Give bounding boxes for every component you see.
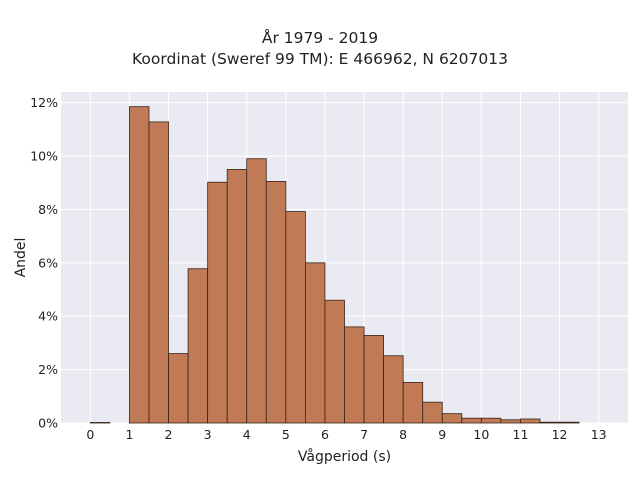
histogram-bar [461, 417, 482, 424]
x-tick-label: 8 [399, 427, 407, 442]
histogram-bar [500, 419, 521, 424]
x-tick-label: 4 [243, 427, 251, 442]
histogram-bar [539, 421, 560, 424]
y-tick-label: 6% [38, 255, 58, 270]
histogram-bar [148, 121, 169, 424]
y-tick-label: 4% [38, 309, 58, 324]
y-tick-label: 2% [38, 362, 58, 377]
x-tick-label: 0 [86, 427, 94, 442]
bars-group [89, 106, 580, 424]
chart-subtitle: Koordinat (Sweref 99 TM): E 466962, N 62… [132, 50, 508, 68]
histogram-bar [520, 418, 541, 424]
y-tick-label: 12% [30, 95, 58, 110]
y-tick-labels: 0% 2% 4% 6% 8% 10% 12% [30, 95, 58, 430]
histogram-bar [187, 268, 209, 424]
x-tick-label: 7 [360, 427, 368, 442]
x-tick-label: 5 [282, 427, 290, 442]
histogram-bar [207, 181, 228, 424]
histogram-bar [246, 158, 267, 424]
histogram-bar [402, 382, 424, 424]
chart-title: År 1979 - 2019 [261, 29, 379, 47]
x-tick-label: 2 [165, 427, 173, 442]
x-axis-label: Vågperiod (s) [298, 448, 391, 465]
x-tick-label: 12 [552, 427, 568, 442]
histogram-bar [89, 422, 111, 424]
x-tick-labels: 0 1 2 3 4 5 6 7 8 9 10 11 12 13 [86, 427, 606, 442]
histogram-bar [422, 401, 443, 424]
y-axis-label: Andel [13, 238, 29, 278]
histogram-bar [168, 353, 189, 424]
y-tick-label: 0% [38, 416, 58, 431]
histogram-bar [383, 355, 404, 424]
histogram-bar [441, 413, 463, 424]
histogram-bar [559, 421, 580, 424]
histogram-bar [129, 106, 150, 424]
histogram-bar [265, 181, 287, 424]
x-tick-label: 13 [591, 427, 607, 442]
x-tick-label: 10 [473, 427, 489, 442]
histogram-bar [285, 211, 306, 424]
x-tick-label: 1 [125, 427, 133, 442]
x-tick-label: 3 [204, 427, 212, 442]
histogram-bar [480, 417, 502, 424]
x-tick-label: 11 [513, 427, 529, 442]
histogram-bar [226, 169, 248, 424]
x-tick-label: 6 [321, 427, 329, 442]
y-tick-label: 10% [30, 149, 58, 164]
histogram-bar [304, 262, 326, 424]
y-tick-label: 8% [38, 202, 58, 217]
histogram-bar [344, 326, 365, 424]
histogram-bar [324, 299, 345, 424]
histogram-bar [363, 335, 385, 424]
x-tick-label: 9 [438, 427, 446, 442]
